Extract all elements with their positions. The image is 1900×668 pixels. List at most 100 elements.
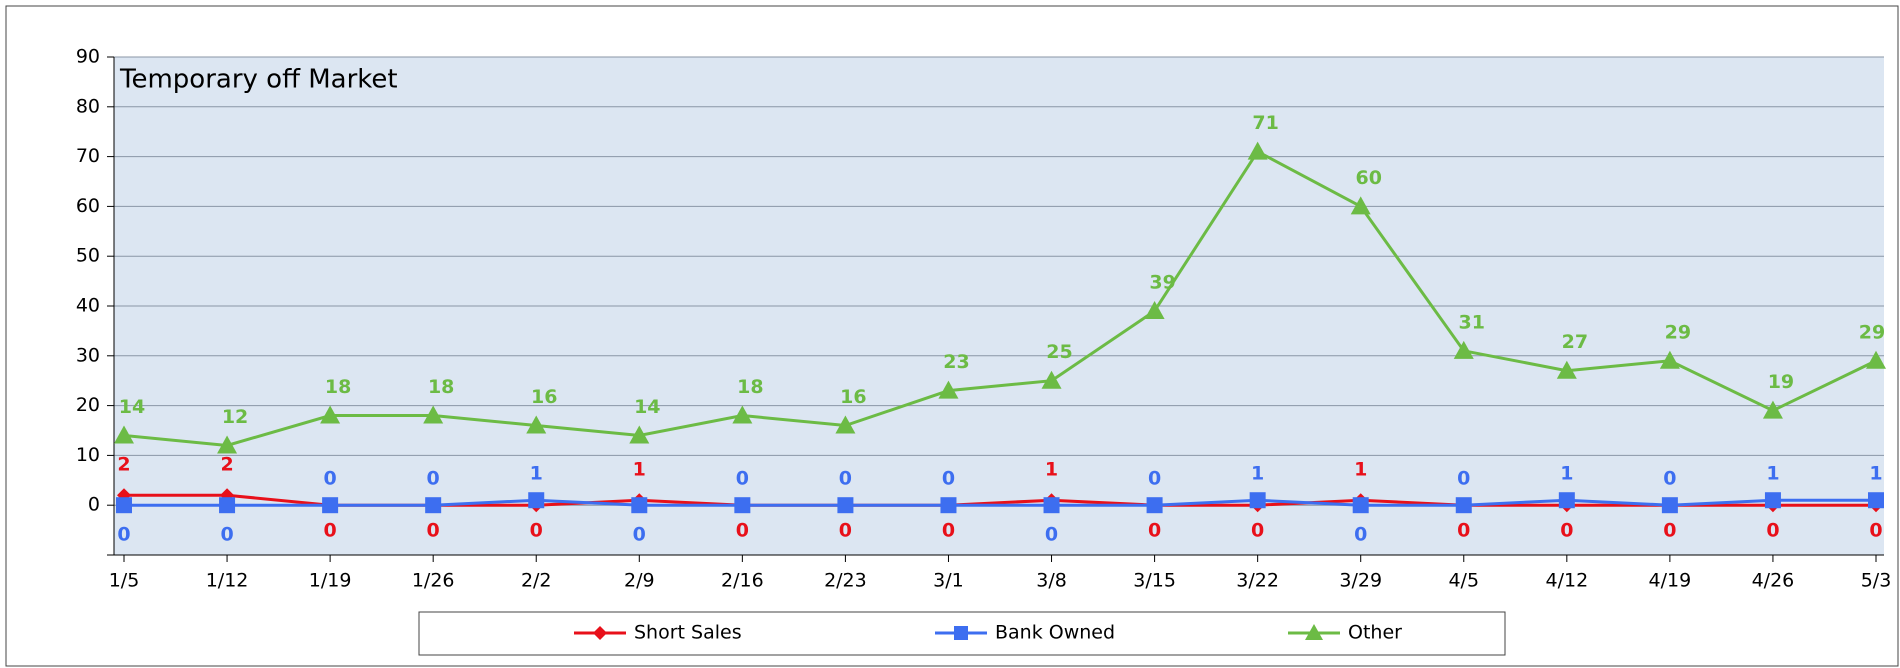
data-label: 18 <box>325 376 351 398</box>
marker <box>219 497 236 514</box>
data-label: 16 <box>531 386 557 408</box>
data-label: 0 <box>324 468 337 490</box>
marker <box>114 425 134 444</box>
x-tick-label: 3/29 <box>1339 570 1382 592</box>
data-label: 19 <box>1768 371 1794 393</box>
data-label: 25 <box>1046 341 1072 363</box>
chart-title: Temporary off Market <box>119 65 398 95</box>
y-tick-label: 40 <box>76 295 100 317</box>
marker <box>1247 141 1268 160</box>
data-label: 0 <box>1045 524 1058 546</box>
x-tick-label: 4/12 <box>1545 570 1588 592</box>
data-label: 0 <box>427 468 440 490</box>
data-label: 0 <box>1663 520 1676 542</box>
marker <box>1556 360 1577 379</box>
y-tick-label: 90 <box>76 46 100 68</box>
x-tick-label: 3/22 <box>1236 570 1279 592</box>
data-label: 0 <box>1354 524 1367 546</box>
data-label: 12 <box>222 406 248 428</box>
data-label: 71 <box>1252 112 1278 134</box>
data-label: 23 <box>943 351 969 373</box>
marker <box>425 497 442 514</box>
marker <box>593 626 607 640</box>
data-label: 60 <box>1355 167 1381 189</box>
marker <box>1868 492 1884 509</box>
data-label: 29 <box>1665 321 1691 343</box>
y-tick-label: 30 <box>76 344 100 366</box>
data-label: 0 <box>1457 468 1470 490</box>
series-line <box>123 149 1877 447</box>
marker <box>1041 370 1062 389</box>
data-label: 0 <box>633 524 646 546</box>
data-label: 31 <box>1459 311 1485 333</box>
marker <box>631 497 648 514</box>
data-label: 0 <box>530 520 543 542</box>
marker <box>1249 492 1266 509</box>
x-tick-label: 2/23 <box>824 570 867 592</box>
data-label: 0 <box>736 520 749 542</box>
data-label: 18 <box>737 376 763 398</box>
marker <box>938 380 959 399</box>
data-label: 0 <box>220 524 233 546</box>
data-label: 0 <box>427 520 440 542</box>
y-tick-label: 70 <box>76 145 100 167</box>
marker <box>1305 624 1323 640</box>
data-label: 1 <box>1045 459 1058 481</box>
x-tick-label: 4/5 <box>1448 570 1479 592</box>
data-label: 18 <box>428 376 454 398</box>
y-tick-label: 60 <box>76 195 100 217</box>
data-label: 29 <box>1859 321 1885 343</box>
marker <box>629 425 650 444</box>
x-tick-label: 3/8 <box>1036 570 1067 592</box>
data-label: 0 <box>736 468 749 490</box>
marker <box>1350 196 1371 215</box>
marker <box>423 405 444 424</box>
y-tick-label: 0 <box>88 494 100 516</box>
marker <box>734 497 751 514</box>
x-tick-label: 2/2 <box>521 570 552 592</box>
x-tick-label: 1/26 <box>412 570 455 592</box>
x-tick-label: 2/16 <box>721 570 764 592</box>
data-label: 27 <box>1562 331 1588 353</box>
data-label: 0 <box>1148 520 1161 542</box>
marker <box>1352 497 1369 514</box>
marker <box>116 497 132 514</box>
marker <box>1146 497 1163 514</box>
data-label: 0 <box>1560 520 1573 542</box>
data-label: 1 <box>530 463 543 485</box>
data-label: 1 <box>1251 463 1264 485</box>
x-tick-label: 4/19 <box>1649 570 1692 592</box>
marker <box>835 415 856 434</box>
marker <box>1453 340 1474 359</box>
frame <box>5 5 1899 667</box>
data-label: 14 <box>634 396 660 418</box>
x-tick-label: 2/9 <box>624 570 655 592</box>
marker <box>1659 350 1680 369</box>
data-label: 2 <box>117 454 130 476</box>
data-label: 14 <box>119 396 145 418</box>
marker <box>940 497 957 514</box>
marker <box>1661 497 1678 514</box>
marker <box>1043 497 1060 514</box>
y-tick-label: 50 <box>76 245 100 267</box>
data-label: 2 <box>220 454 233 476</box>
marker <box>954 626 968 640</box>
data-label: 0 <box>839 468 852 490</box>
data-label: 0 <box>1457 520 1470 542</box>
data-label: 16 <box>840 386 866 408</box>
data-label: 1 <box>1766 463 1779 485</box>
marker <box>837 497 854 514</box>
legend-label: Other <box>1348 622 1402 644</box>
data-label: 1 <box>1869 463 1882 485</box>
marker <box>1455 497 1472 514</box>
x-tick-label: 5/3 <box>1861 570 1892 592</box>
y-tick-label: 20 <box>76 394 100 416</box>
data-label: 0 <box>324 520 337 542</box>
x-tick-label: 3/15 <box>1133 570 1176 592</box>
y-tick-label: 80 <box>76 95 100 117</box>
marker <box>1144 300 1165 319</box>
data-label: 1 <box>1354 459 1367 481</box>
marker <box>1558 492 1575 509</box>
